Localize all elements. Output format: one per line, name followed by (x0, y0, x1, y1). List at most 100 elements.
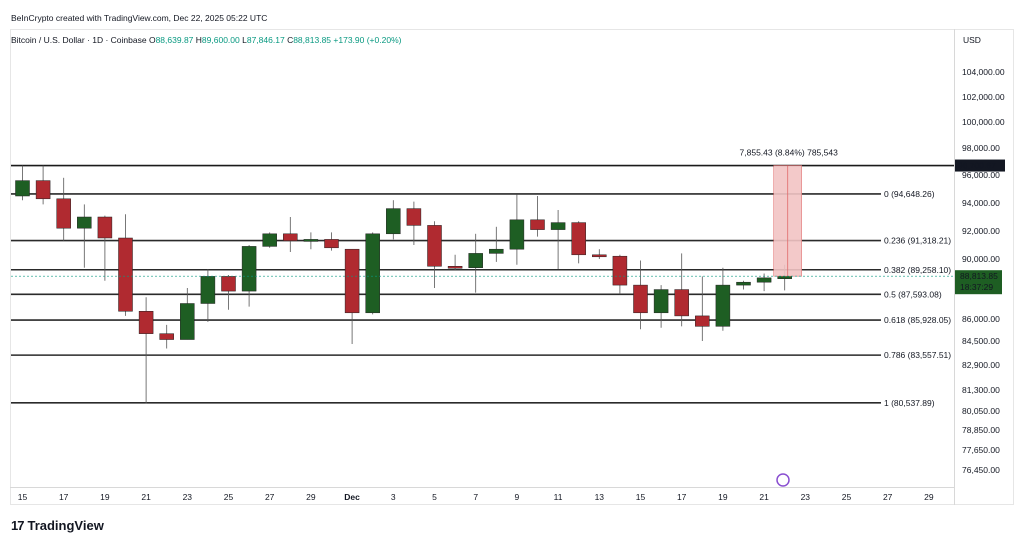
fib-level-label: 0.5 (87,593.08) (884, 289, 942, 299)
candle-body (200, 276, 216, 304)
time-tick-label: 17 (677, 492, 687, 502)
chart-frame (10, 29, 1014, 505)
low-label: L (242, 35, 247, 45)
open-label: O (148, 35, 156, 45)
time-tick-label: 29 (924, 492, 934, 502)
candle-body (612, 255, 628, 286)
candle-body (283, 233, 298, 242)
price-tick-label: 104,000.00 (962, 67, 1005, 77)
time-tick-label: 21 (141, 492, 151, 502)
candle-body (15, 180, 30, 197)
price-tick-label: 82,900.00 (962, 360, 1000, 370)
close-value: 88,813.85 (293, 35, 332, 45)
time-tick-label: 13 (595, 492, 605, 502)
time-tick-label: 5 (432, 492, 437, 502)
symbol-legend[interactable]: Bitcoin / U.S. Dollar · 1D · Coinbase O8… (11, 35, 401, 45)
price-tick-label: 102,000.00 (962, 92, 1005, 102)
time-tick-label: 15 (636, 492, 646, 502)
candle-body (530, 219, 545, 230)
candle-body (365, 233, 380, 314)
close-label: C (287, 35, 294, 45)
candle-body (550, 222, 566, 230)
fib-level-label: 0.618 (85,928.05) (884, 315, 951, 325)
change-value: +173.90 (+0.20%) (333, 35, 402, 45)
last-price-badge (955, 270, 1002, 295)
candle-body (77, 216, 92, 229)
time-tick-label: 9 (515, 492, 520, 502)
candle-body (159, 333, 174, 340)
candle-body (715, 284, 731, 327)
brand-name: TradingView (27, 518, 104, 533)
fib-level-label: 0 (94,648.26) (884, 189, 935, 199)
time-tick-label: 11 (554, 492, 563, 502)
price-tick-label: 80,050.00 (962, 406, 1000, 416)
candle-body (138, 311, 154, 334)
time-tick-label: 19 (100, 492, 110, 502)
candle-body (303, 239, 319, 242)
time-tick-label: 19 (718, 492, 728, 502)
price-tick-label: 94,000.00 (962, 198, 1000, 208)
candle-body (221, 276, 236, 292)
candle-body (571, 222, 586, 256)
candle-body (406, 208, 422, 226)
horizontal-line-price-text: 96,700.67 (958, 161, 996, 171)
fib-level-label: 0.786 (83,557.51) (884, 350, 951, 360)
candle-body (736, 281, 751, 286)
time-tick-label: 21 (759, 492, 769, 502)
candle-body (468, 253, 483, 268)
time-tick-label: 7 (473, 492, 478, 502)
time-tick-label: 29 (306, 492, 316, 502)
time-tick-label: 15 (18, 492, 28, 502)
candle-body (633, 284, 648, 314)
candle-body (489, 248, 504, 254)
candle-body (427, 225, 442, 267)
candle-body (118, 237, 133, 312)
candle-body (180, 303, 195, 340)
candle-body (262, 233, 277, 247)
price-tick-label: 78,850.00 (962, 425, 1000, 435)
measure-label: 7,855.43 (8.84%) 785,543 (740, 148, 839, 158)
candle-body (756, 277, 772, 283)
candle-body (35, 180, 51, 200)
price-tick-label: 81,300.00 (962, 385, 1000, 395)
fib-level-label: 0.236 (91,318.21) (884, 236, 951, 246)
time-tick-label: 17 (59, 492, 69, 502)
price-tick-label: 92,000.00 (962, 226, 1000, 236)
candle-body (777, 275, 792, 279)
high-value: 89,600.00 (201, 35, 240, 45)
candle-body (509, 219, 525, 250)
horizontal-line-price-badge (955, 159, 1005, 172)
candle-body (97, 216, 113, 239)
price-tick-label: 90,000.00 (962, 254, 1000, 264)
time-tick-label: Dec (344, 492, 360, 502)
candle-body (447, 266, 463, 269)
symbol-name: Bitcoin / U.S. Dollar · 1D · Coinbase (11, 35, 147, 45)
candle-body (386, 208, 401, 235)
last-price-text: 88,813.85 (960, 271, 998, 281)
low-value: 87,846.17 (246, 35, 285, 45)
price-tick-label: 77,650.00 (962, 445, 1000, 455)
price-tick-label: 76,450.00 (962, 465, 1000, 475)
candle-body (592, 254, 607, 258)
candle-body (56, 198, 71, 229)
candle-body (674, 289, 689, 317)
countdown-text: 18:37:29 (960, 282, 993, 292)
time-tick-label: 3 (391, 492, 396, 502)
tradingview-brand[interactable]: 17 TradingView (11, 518, 104, 533)
currency-label[interactable]: USD (963, 35, 981, 45)
price-tick-label: 100,000.00 (962, 117, 1005, 127)
tradingview-logo-icon: 17 (11, 518, 25, 533)
time-tick-label: 27 (883, 492, 893, 502)
time-tick-label: 25 (224, 492, 234, 502)
fib-level-label: 0.382 (89,258.10) (884, 265, 951, 275)
time-tick-label: 27 (265, 492, 275, 502)
candle-body (344, 248, 360, 314)
high-label: H (195, 35, 202, 45)
open-value: 88,639.87 (155, 35, 194, 45)
time-tick-label: 25 (842, 492, 852, 502)
candle-body (241, 246, 257, 292)
price-tick-label: 84,500.00 (962, 336, 1000, 346)
candle-body (695, 315, 710, 327)
price-tick-label: 96,000.00 (962, 170, 1000, 180)
